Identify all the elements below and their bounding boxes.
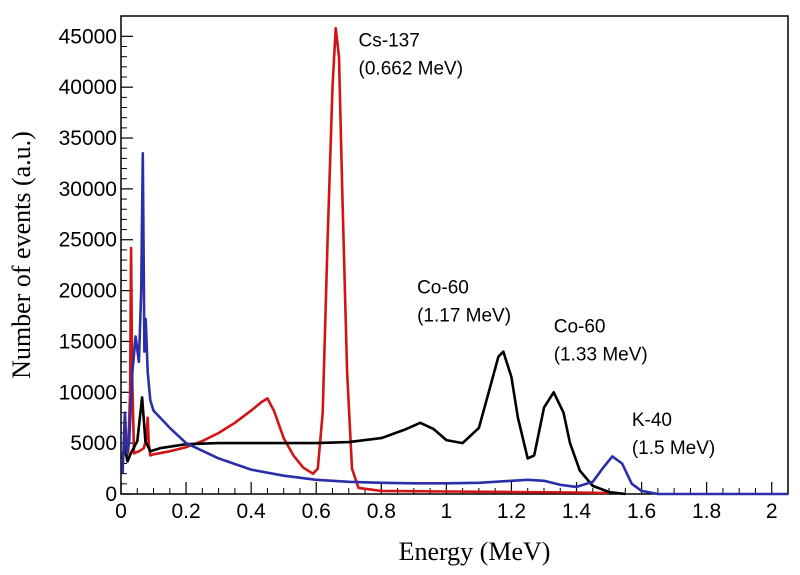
y-tick-label: 20000 bbox=[59, 280, 117, 303]
y-tick-label: 10000 bbox=[59, 381, 117, 404]
y-axis-title: Number of events (a.u.) bbox=[7, 131, 36, 379]
x-axis-ticks: 0 0.2 0.4 0.6 0.8 1 1.2 1.4 1.6 1.8 2 bbox=[115, 482, 778, 523]
y-tick-label: 0 bbox=[105, 483, 117, 506]
peak-annotation: K-40 (1.5 MeV) bbox=[632, 410, 715, 459]
series-group bbox=[121, 26, 788, 496]
x-tick-label: 0.8 bbox=[367, 500, 396, 523]
y-tick-label: 25000 bbox=[59, 229, 117, 252]
x-tick-label: 1.2 bbox=[497, 500, 526, 523]
x-tick-label: 1.8 bbox=[692, 500, 721, 523]
peak-annotation: Co-60 (1.33 MeV) bbox=[554, 316, 648, 365]
annotations: Cs-137 (0.662 MeV) Co-60 (1.17 MeV) Co-60 (1.… bbox=[359, 31, 716, 459]
series-line-2 bbox=[121, 350, 626, 496]
plot-frame bbox=[120, 15, 789, 495]
y-tick-label: 15000 bbox=[59, 330, 117, 353]
x-tick-label: 0.2 bbox=[171, 500, 200, 523]
series-line-1 bbox=[121, 26, 610, 495]
x-tick-label: 1.4 bbox=[562, 500, 592, 523]
x-tick-label: 0.4 bbox=[237, 500, 267, 523]
x-tick-label: 0 bbox=[115, 500, 127, 523]
y-tick-label: 35000 bbox=[59, 127, 117, 150]
x-tick-label: 0.6 bbox=[302, 500, 331, 523]
y-tick-label: 40000 bbox=[59, 76, 117, 99]
peak-annotation: Co-60 (1.17 MeV) bbox=[417, 278, 511, 327]
x-axis-title: Energy (MeV) bbox=[399, 537, 551, 566]
peak-annotation: Cs-137 (0.662 MeV) bbox=[359, 31, 464, 80]
y-tick-label: 30000 bbox=[59, 178, 117, 201]
y-axis-ticks: 0 5000 10000 15000 20000 25000 30000 35000 40000… bbox=[59, 25, 133, 506]
y-tick-label: 45000 bbox=[59, 25, 117, 48]
y-tick-label: 5000 bbox=[70, 432, 117, 455]
x-tick-label: 1 bbox=[441, 500, 453, 523]
x-tick-label: 2 bbox=[766, 500, 778, 523]
x-tick-label: 1.6 bbox=[627, 500, 656, 523]
series-line-3 bbox=[121, 152, 788, 496]
